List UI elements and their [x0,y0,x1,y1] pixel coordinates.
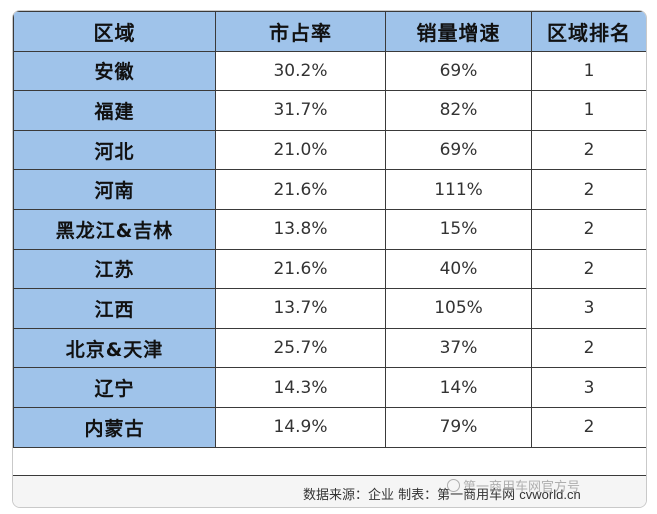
header-sales-growth: 销量增速 [385,11,532,52]
rank-cell: 2 [531,169,646,210]
region-cell: 河北 [13,129,216,171]
region-cell: 内蒙古 [13,406,216,448]
share-cell: 21.6% [215,248,386,290]
share-cell: 14.3% [215,367,386,408]
header-row: 区域 市占率 销量增速 区域排名 [13,11,646,52]
watermark-icon [447,479,460,492]
share-cell: 14.9% [215,406,386,448]
table-row: 河北 21.0% 69% 2 [13,129,646,171]
region-cell: 北京&天津 [13,327,216,369]
region-cell: 江西 [13,288,216,329]
source-note: 数据来源：企业 制表：第一商用车网 cvworld.cn [303,484,581,503]
source-site: cvworld.cn [519,487,581,502]
share-cell: 30.2% [215,50,386,92]
table-footer: 数据来源：企业 制表：第一商用车网 cvworld.cn 第一商用车网官方号 [13,475,646,507]
table-row: 安徽 30.2% 69% 1 [13,50,646,92]
header-region-rank: 区域排名 [531,11,646,52]
rank-cell: 1 [531,90,646,131]
table-row: 辽宁 14.3% 14% 3 [13,367,646,408]
rank-cell: 2 [531,327,646,369]
rank-cell: 3 [531,288,646,329]
rank-cell: 3 [531,367,646,408]
table-row: 内蒙古 14.9% 79% 2 [13,406,646,448]
table-row: 江苏 21.6% 40% 2 [13,248,646,290]
rank-cell: 2 [531,406,646,448]
region-cell: 辽宁 [13,367,216,408]
region-cell: 福建 [13,90,216,131]
share-cell: 21.0% [215,129,386,171]
region-cell: 河南 [13,169,216,210]
growth-cell: 82% [385,90,532,131]
growth-cell: 40% [385,248,532,290]
rank-cell: 2 [531,208,646,250]
share-cell: 25.7% [215,327,386,369]
growth-cell: 105% [385,288,532,329]
growth-cell: 15% [385,208,532,250]
share-cell: 21.6% [215,169,386,210]
header-region: 区域 [13,11,216,52]
source-text: 数据来源：企业 制表：第一商用车网 [303,488,516,503]
share-cell: 31.7% [215,90,386,131]
table-row: 江西 13.7% 105% 3 [13,288,646,329]
region-cell: 江苏 [13,248,216,290]
header-market-share: 市占率 [215,11,386,52]
share-cell: 13.8% [215,208,386,250]
region-cell: 黑龙江&吉林 [13,208,216,250]
watermark-text: 第一商用车网官方号 [463,480,581,495]
table-row: 福建 31.7% 82% 1 [13,90,646,131]
growth-cell: 14% [385,367,532,408]
growth-cell: 69% [385,50,532,92]
data-table: 区域 市占率 销量增速 区域排名 安徽 30.2% 69% 1 福建 31.7%… [13,11,646,448]
table-card: 区域 市占率 销量增速 区域排名 安徽 30.2% 69% 1 福建 31.7%… [12,10,647,508]
growth-cell: 79% [385,406,532,448]
table-row: 河南 21.6% 111% 2 [13,169,646,210]
rank-cell: 2 [531,129,646,171]
growth-cell: 111% [385,169,532,210]
watermark: 第一商用车网官方号 [447,476,580,495]
rank-cell: 2 [531,248,646,290]
growth-cell: 37% [385,327,532,369]
table-row: 北京&天津 25.7% 37% 2 [13,327,646,369]
share-cell: 13.7% [215,288,386,329]
growth-cell: 69% [385,129,532,171]
rank-cell: 1 [531,50,646,92]
region-cell: 安徽 [13,50,216,92]
table-row: 黑龙江&吉林 13.8% 15% 2 [13,208,646,250]
